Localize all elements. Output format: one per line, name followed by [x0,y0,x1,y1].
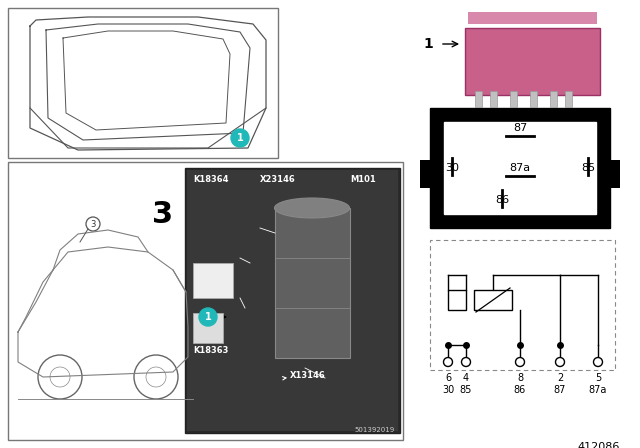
Text: 87: 87 [554,385,566,395]
Text: X13146: X13146 [282,371,326,380]
Circle shape [556,358,564,366]
Bar [565,91,572,107]
Text: K18364: K18364 [193,175,228,184]
Text: 87: 87 [513,123,527,133]
Circle shape [593,358,602,366]
Circle shape [461,358,470,366]
Text: 1: 1 [237,133,243,143]
Bar [530,91,537,107]
Text: 85: 85 [460,385,472,395]
Bar [490,91,497,107]
Text: 30: 30 [442,385,454,395]
Bar [465,28,600,95]
Text: X23146: X23146 [260,175,296,184]
Text: 412086: 412086 [578,442,620,448]
Text: 30: 30 [445,163,459,173]
Bar [550,91,557,107]
Bar [275,208,350,358]
Text: 501392019: 501392019 [355,427,395,433]
Bar [8,162,403,440]
Bar [448,290,466,310]
Text: 3: 3 [90,220,96,228]
Bar [474,290,512,310]
Bar [193,263,233,298]
Text: 5: 5 [595,373,601,383]
Text: 1: 1 [205,312,211,322]
Bar [185,168,400,433]
Bar [468,12,597,24]
Text: 86: 86 [495,195,509,205]
Bar [187,170,398,431]
Text: 85: 85 [581,163,595,173]
Text: 3: 3 [152,199,173,228]
Text: 4: 4 [463,373,469,383]
Bar [444,122,596,214]
Text: 6: 6 [445,373,451,383]
Bar [606,160,620,188]
Bar [420,160,434,188]
Bar [430,108,610,228]
Circle shape [231,129,249,147]
Circle shape [199,308,217,326]
Bar [430,240,615,370]
Ellipse shape [275,198,349,218]
Text: 87a: 87a [509,163,531,173]
Circle shape [444,358,452,366]
Bar [193,313,223,343]
Bar [8,8,278,158]
Text: K18363: K18363 [193,346,228,355]
Bar [510,91,517,107]
Text: 86: 86 [514,385,526,395]
Text: 87a: 87a [589,385,607,395]
Text: 8: 8 [517,373,523,383]
Text: 1: 1 [423,37,433,51]
Text: 2: 2 [557,373,563,383]
Circle shape [515,358,525,366]
Text: M101: M101 [350,175,376,184]
Bar [475,91,482,107]
